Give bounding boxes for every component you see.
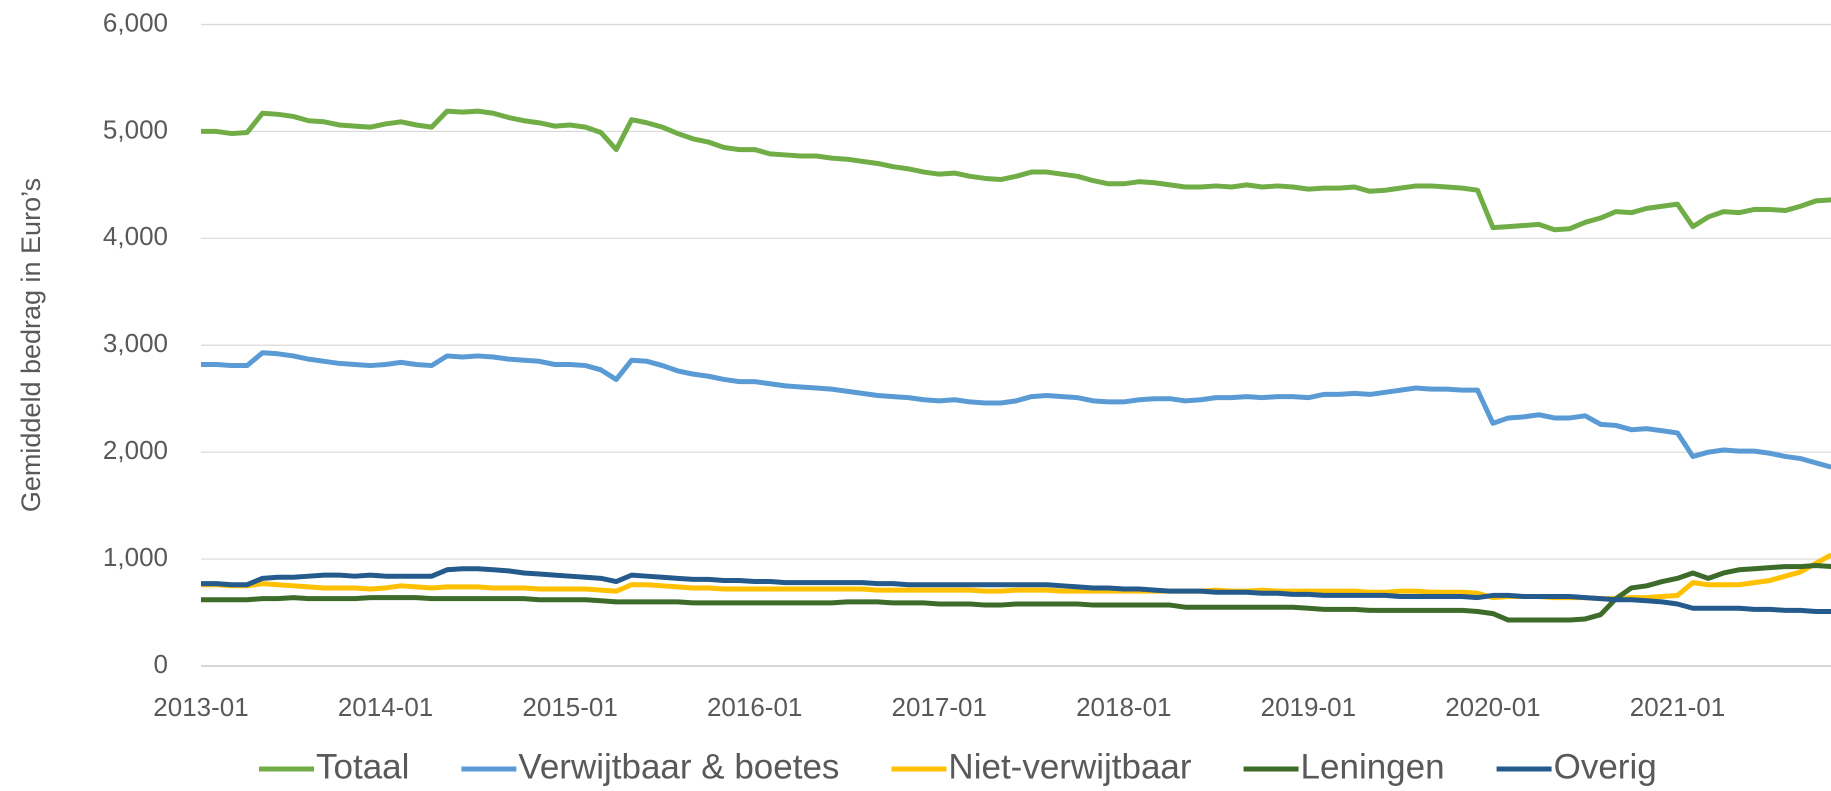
- legend-label: Verwijtbaar & boetes: [518, 747, 839, 786]
- x-tick-label: 2020-01: [1445, 692, 1540, 722]
- y-tick-label: 6,000: [103, 7, 168, 37]
- legend-label: Totaal: [316, 747, 409, 786]
- series-line: [201, 108, 1831, 233]
- x-tick-label: 2014-01: [338, 692, 433, 722]
- series-line: [201, 350, 1831, 470]
- y-tick-label: 2,000: [103, 435, 168, 465]
- x-tick-label: 2018-01: [1076, 692, 1171, 722]
- y-axis-label: Gemiddeld bedrag in Euro’s: [16, 178, 46, 512]
- x-tick-label: 2015-01: [522, 692, 617, 722]
- legend-label: Leningen: [1301, 747, 1445, 786]
- series-line: [201, 566, 1831, 614]
- x-tick-label: 2021-01: [1630, 692, 1725, 722]
- y-tick-label: 5,000: [103, 114, 168, 144]
- y-tick-label: 1,000: [103, 542, 168, 572]
- x-tick-label: 2013-01: [153, 692, 248, 722]
- x-tick-label: 2019-01: [1261, 692, 1356, 722]
- x-tick-label: 2017-01: [892, 692, 987, 722]
- y-tick-label: 3,000: [103, 328, 168, 358]
- series-line: [201, 552, 1831, 602]
- x-tick-label: 2016-01: [707, 692, 802, 722]
- plot-area: [201, 108, 1831, 623]
- y-tick-label: 0: [154, 649, 168, 679]
- series-line: [201, 563, 1831, 623]
- legend-label: Overig: [1554, 747, 1657, 786]
- legend-label: Niet-verwijtbaar: [948, 747, 1191, 786]
- y-tick-label: 4,000: [103, 221, 168, 251]
